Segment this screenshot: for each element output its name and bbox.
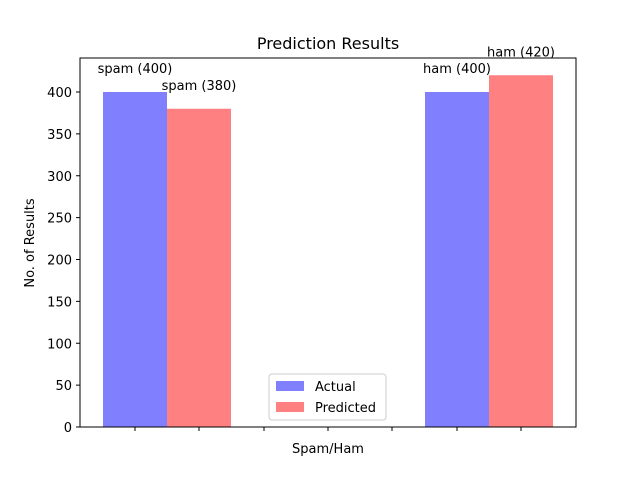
y-tick-label: 350: [47, 128, 72, 143]
bar-predicted-1: [167, 108, 231, 427]
y-tick-label: 150: [47, 295, 72, 310]
y-tick-label: 0: [64, 421, 72, 436]
bar-data-label: spam (400): [98, 62, 173, 77]
bar-data-label: spam (380): [162, 79, 237, 94]
y-tick-label: 200: [47, 254, 72, 269]
y-tick-label: 50: [55, 379, 72, 394]
bar-actual-1: [103, 92, 167, 427]
y-tick-label: 250: [47, 212, 72, 227]
y-tick-label: 100: [47, 337, 72, 352]
bar-predicted-2: [489, 75, 553, 427]
legend: Actual Predicted: [268, 373, 387, 421]
legend-swatch-actual: [276, 381, 304, 391]
y-tick-label: 400: [47, 86, 72, 101]
legend-swatch-predicted: [276, 402, 304, 412]
plot-area: spam (400) spam (380) ham (400) ham (420) 0 5…: [47, 45, 577, 436]
y-tick-label: 300: [47, 170, 72, 185]
bar-actual-2: [425, 92, 489, 427]
legend-label-actual: Actual: [315, 380, 356, 395]
x-axis-label: Spam/Ham: [292, 442, 364, 457]
y-axis-label: No. of Results: [23, 198, 38, 288]
bar-data-label: ham (420): [487, 45, 555, 60]
chart-title: Prediction Results: [257, 34, 399, 53]
legend-label-predicted: Predicted: [315, 401, 376, 416]
bar-data-label: ham (400): [423, 62, 491, 77]
